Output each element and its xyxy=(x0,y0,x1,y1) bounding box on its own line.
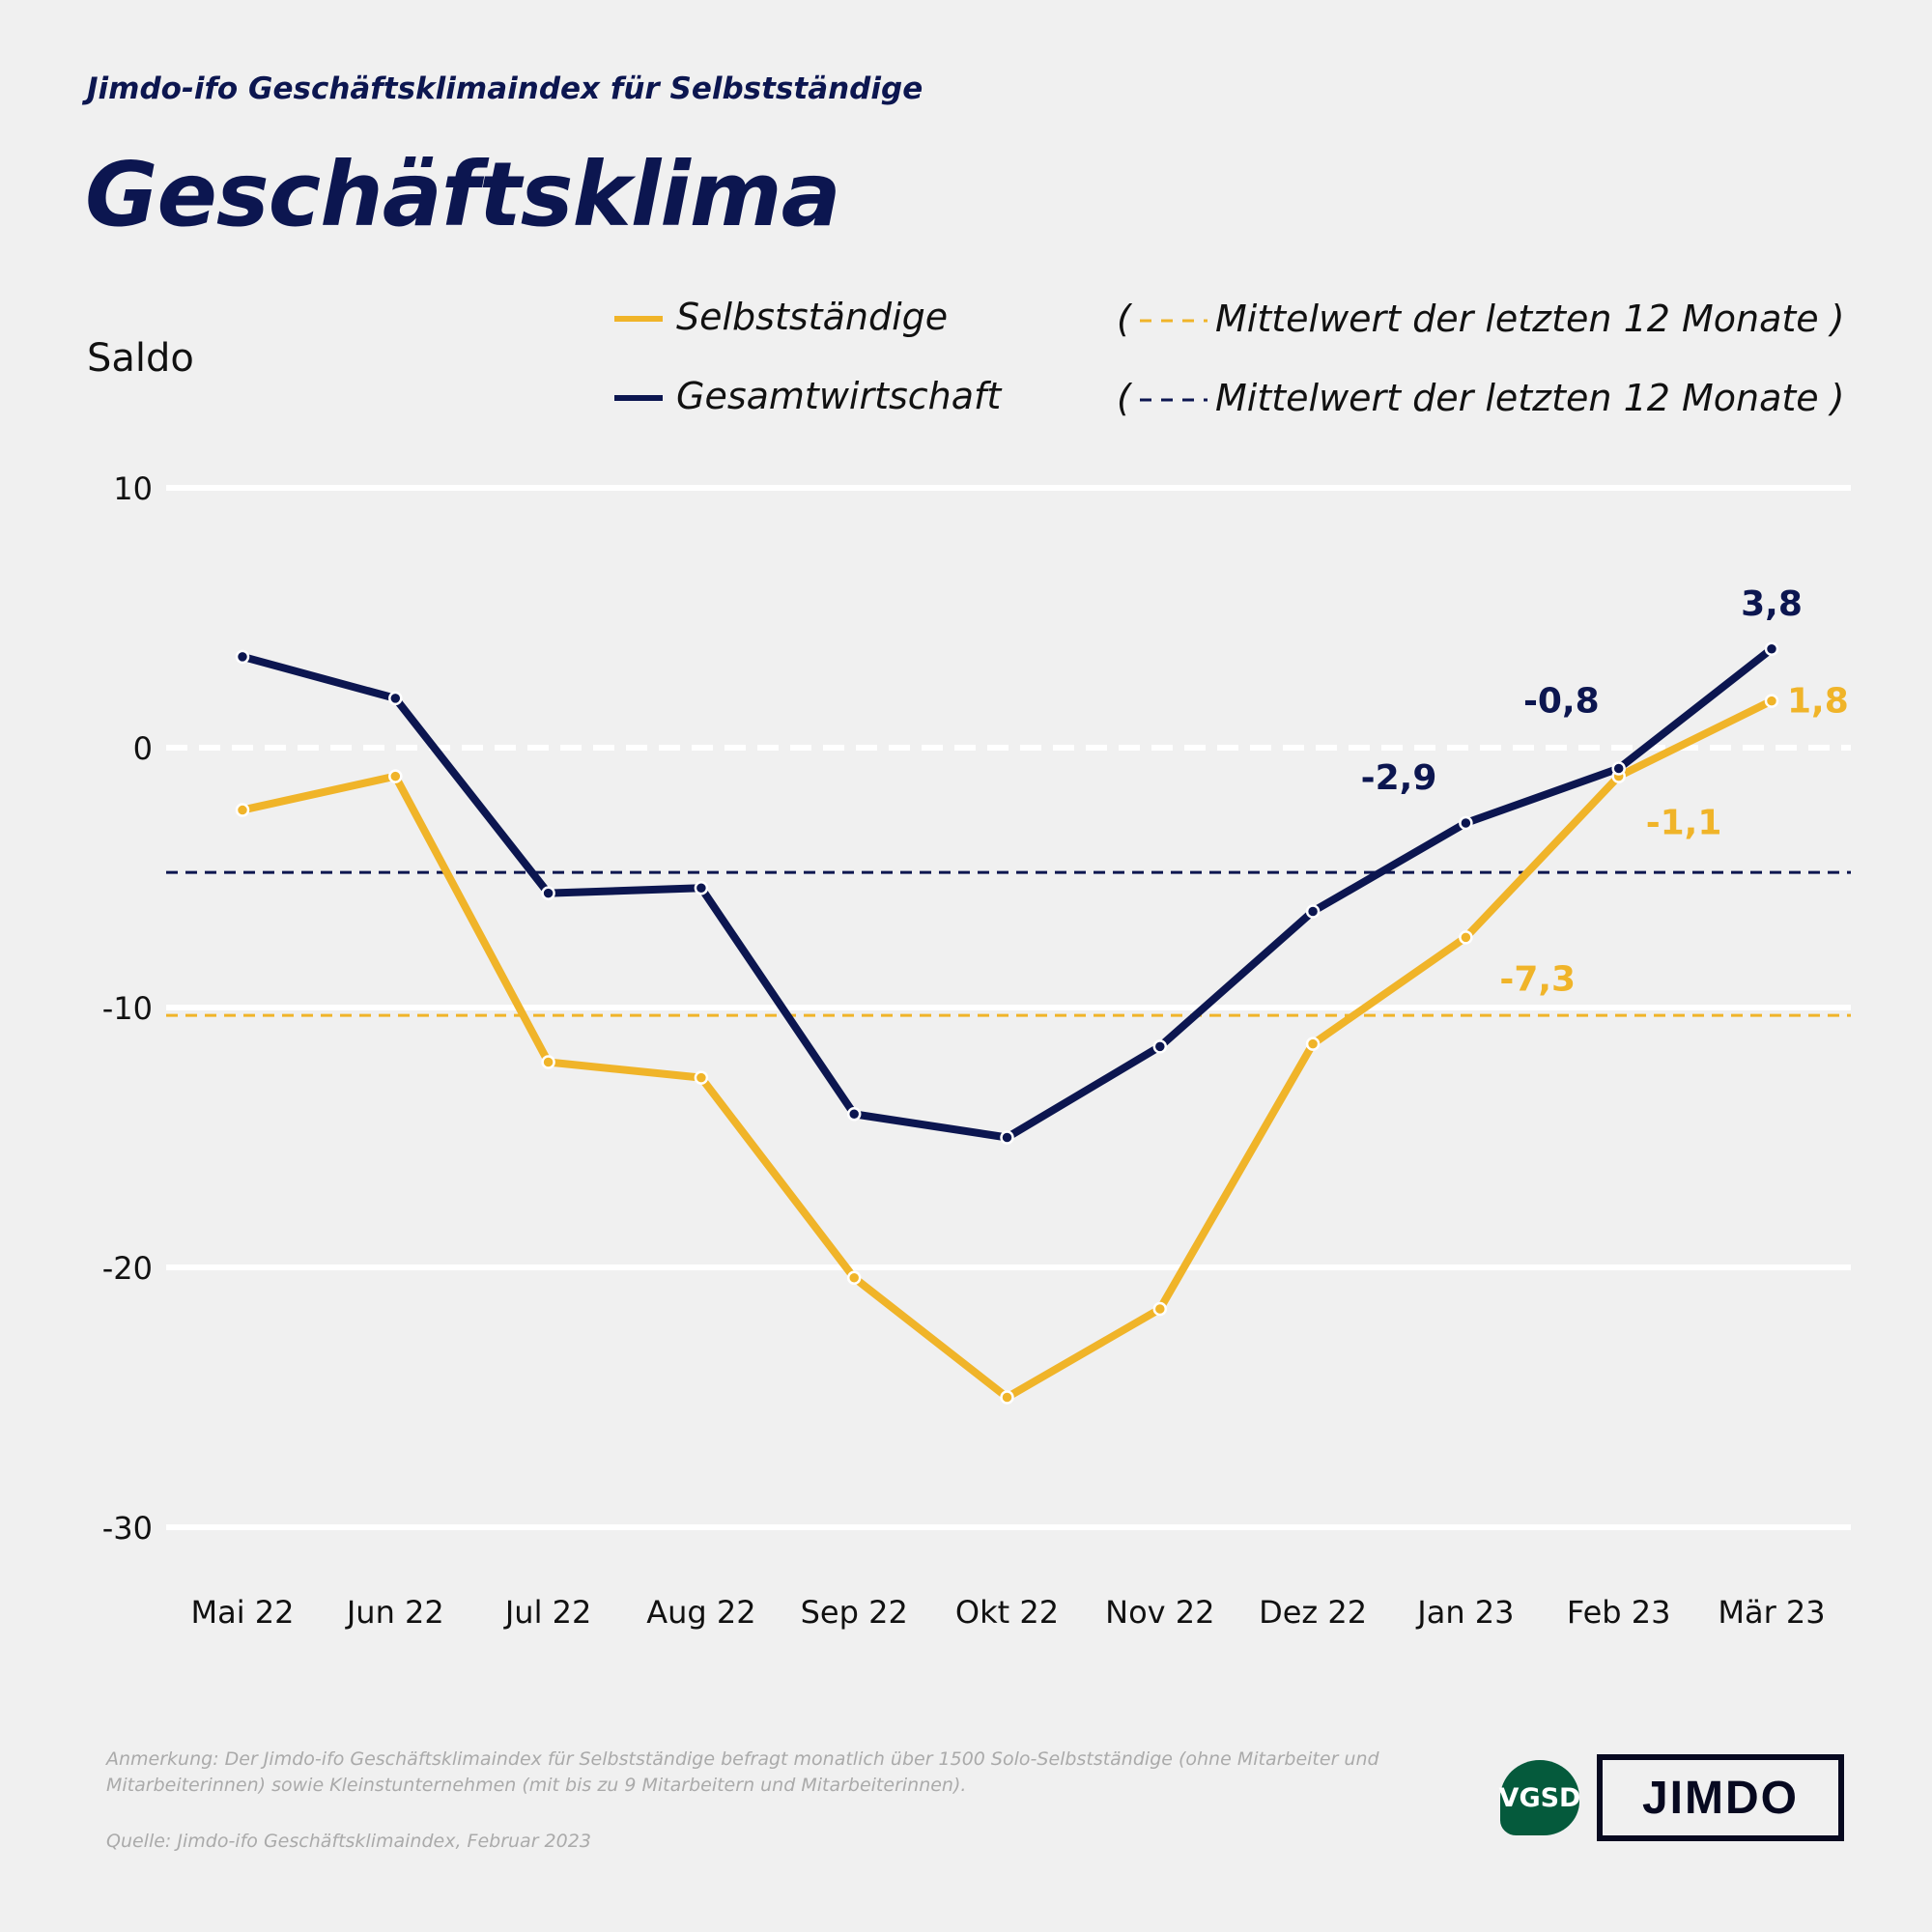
legend-gesamt-mean: Mittelwert der letzten 12 Monate ) xyxy=(1215,377,1845,419)
source: Quelle: Jimdo-ifo Geschäftsklimaindex, F… xyxy=(106,1831,591,1852)
x-tick-label: Jan 23 xyxy=(1415,1594,1514,1631)
x-tick-label: Feb 23 xyxy=(1567,1594,1671,1631)
jimdo-logo: JIMDO xyxy=(1597,1754,1844,1841)
data-label: -0,8 xyxy=(1523,682,1600,722)
data-point xyxy=(846,1270,862,1286)
legend-selbst-mean: Mittelwert der letzten 12 Monate ) xyxy=(1215,298,1845,340)
data-point xyxy=(1000,1130,1014,1145)
data-point xyxy=(541,886,555,900)
footnote: Anmerkung: Der Jimdo-ifo Geschäftsklimai… xyxy=(106,1748,1379,1796)
legend-selbst-mean-label: Mittelwert der letzten 12 Monate xyxy=(1215,298,1819,340)
legend-paren-open: ( xyxy=(1117,298,1131,340)
data-point xyxy=(388,691,403,706)
data-point xyxy=(1459,815,1473,831)
legend-selbst: Selbstständige xyxy=(676,296,949,338)
data-point xyxy=(235,649,250,665)
subtitle: Jimdo-ifo Geschäftsklimaindex für Selbst… xyxy=(87,71,923,106)
y-tick-label: 0 xyxy=(133,730,153,767)
data-label: -2,9 xyxy=(1361,758,1437,798)
data-point xyxy=(1764,694,1779,708)
data-point xyxy=(1152,1039,1168,1054)
y-tick-label: 10 xyxy=(113,470,153,507)
x-tick-label: Jun 22 xyxy=(345,1594,444,1631)
data-point xyxy=(1000,1390,1014,1405)
data-point xyxy=(694,1070,709,1085)
data-point xyxy=(1305,904,1321,919)
x-tick-label: Mai 22 xyxy=(191,1594,295,1631)
series-line-gesamt xyxy=(241,645,1775,1142)
legend-paren-open: ( xyxy=(1117,377,1131,419)
legend-gesamt: Gesamtwirtschaft xyxy=(676,375,1002,417)
x-tick-label: Dez 22 xyxy=(1259,1594,1367,1631)
x-tick-label: Sep 22 xyxy=(801,1594,908,1631)
legend-gesamt-mean-label: Mittelwert der letzten 12 Monate xyxy=(1215,377,1819,419)
page-title: Geschäftsklima xyxy=(85,143,841,246)
data-point xyxy=(846,1107,862,1122)
y-tick-label: -10 xyxy=(102,990,153,1027)
data-point xyxy=(235,803,250,817)
x-tick-label: Okt 22 xyxy=(955,1594,1059,1631)
x-tick-label: Nov 22 xyxy=(1105,1594,1214,1631)
vgsd-logo: VGSD xyxy=(1499,1760,1580,1835)
y-tick-label: -20 xyxy=(102,1250,153,1287)
data-point xyxy=(388,769,403,783)
x-tick-label: Aug 22 xyxy=(646,1594,755,1631)
data-label: -1,1 xyxy=(1646,804,1722,843)
data-label: 1,8 xyxy=(1787,682,1849,722)
x-tick-label: Jul 22 xyxy=(503,1594,592,1631)
data-point xyxy=(1459,930,1473,945)
data-label: -7,3 xyxy=(1499,959,1576,999)
data-point xyxy=(1152,1301,1168,1317)
y-axis-label: Saldo xyxy=(87,336,194,381)
series-line-selbst xyxy=(242,696,1774,1402)
y-tick-label: -30 xyxy=(102,1510,153,1547)
data-point xyxy=(1764,641,1779,657)
data-label: 3,8 xyxy=(1741,584,1803,624)
data-point xyxy=(694,881,709,895)
x-tick-label: Mär 23 xyxy=(1718,1594,1825,1631)
data-point xyxy=(1611,761,1626,776)
data-point xyxy=(1305,1037,1321,1051)
data-point xyxy=(541,1055,555,1069)
